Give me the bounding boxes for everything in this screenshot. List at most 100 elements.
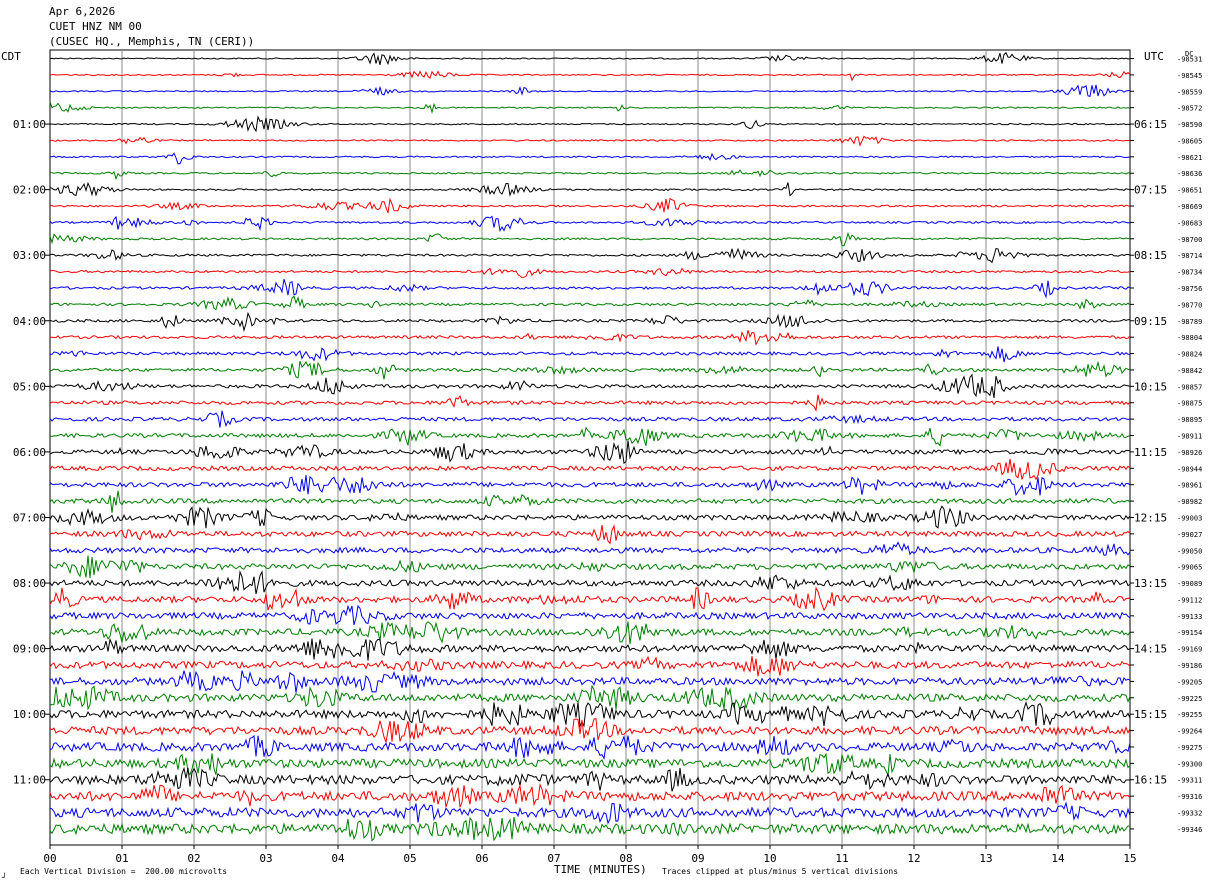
trace-offset-label: -98857: [1177, 383, 1202, 391]
clip-note: Traces clipped at plus/minus 5 vertical …: [662, 867, 899, 876]
left-hour-label: 01:00: [13, 118, 46, 131]
trace-line: [49, 426, 1131, 447]
trace-offset-label: -98982: [1177, 498, 1202, 506]
x-tick-label: 06: [475, 852, 488, 865]
right-hour-label: 07:15: [1134, 184, 1167, 197]
trace-line: [49, 360, 1131, 380]
trace-line: [49, 267, 1131, 279]
trace-offset-label: -98531: [1177, 56, 1202, 64]
trace-line: [49, 816, 1131, 842]
trace-offset-label: -98669: [1177, 203, 1202, 211]
x-tick-label: 15: [1123, 852, 1136, 865]
trace-offset-label: -99133: [1177, 613, 1202, 621]
trace-offset-label: -98636: [1177, 170, 1202, 178]
trace-offset-label: -98770: [1177, 301, 1202, 309]
trace-offset-label: -99205: [1177, 678, 1202, 686]
x-tick-label: 02: [187, 852, 200, 865]
left-hour-label: 08:00: [13, 577, 46, 590]
trace-offset-label: -99332: [1177, 810, 1202, 818]
trace-offset-label: -99275: [1177, 744, 1202, 752]
trace-line: [49, 84, 1131, 98]
trace-line: [49, 475, 1131, 497]
right-hour-label: 15:15: [1134, 708, 1167, 721]
trace-offset-label: -98895: [1177, 416, 1202, 424]
right-hour-label: 10:15: [1134, 380, 1167, 393]
trace-line: [49, 295, 1131, 311]
trace-line: [49, 440, 1131, 465]
plot-frame: [49, 49, 1131, 846]
right-hour-label: 09:15: [1134, 315, 1167, 328]
trace-offset-label: -99050: [1177, 547, 1202, 555]
trace-offset-label: -98683: [1177, 219, 1202, 227]
trace-line: [49, 215, 1131, 233]
trace-offset-label: -98590: [1177, 121, 1202, 129]
left-hour-label: 11:00: [13, 774, 46, 787]
left-hour-label: 03:00: [13, 249, 46, 262]
trace-line: [49, 346, 1131, 363]
trace-line: [49, 101, 1131, 114]
trace-offset-label: -99154: [1177, 629, 1202, 637]
trace-offset-label: -98545: [1177, 72, 1202, 80]
trace-offset-label: -98961: [1177, 482, 1202, 490]
trace-offset-label: -98875: [1177, 400, 1202, 408]
trace-line: [49, 766, 1131, 792]
header-station: CUET HNZ NM 00: [49, 20, 142, 33]
x-tick-label: 00: [43, 852, 56, 865]
x-tick-label: 10: [763, 852, 776, 865]
trace-line: [49, 752, 1131, 778]
x-tick-label: 07: [547, 852, 560, 865]
trace-offset-label: -98621: [1177, 154, 1202, 162]
trace-line: [49, 278, 1131, 299]
x-tick-label: 04: [331, 852, 345, 865]
scale-note: Each Vertical Division = 200.00 microvol…: [20, 867, 228, 876]
axis-labels: 00 01 02 03 04 05 06 07 08 09 10 11 12 13 14 15 01:00 02:…: [13, 50, 1202, 865]
trace-offset-label: -99169: [1177, 646, 1202, 654]
trace-offset-label: -98700: [1177, 236, 1202, 244]
trace-line: [49, 700, 1131, 728]
trace-offset-label: -98842: [1177, 367, 1202, 375]
trace-line: [49, 718, 1131, 745]
trace-line: [49, 586, 1131, 612]
trace-offset-label: -98734: [1177, 269, 1202, 277]
trace-offset-label: -99225: [1177, 695, 1202, 703]
right-hour-label: 11:15: [1134, 446, 1167, 459]
trace-offset-label: -98789: [1177, 318, 1202, 326]
top-offset-label: DC: [1185, 50, 1193, 58]
header-location: (CUSEC HQ., Memphis, TN (CERI)): [49, 35, 255, 48]
trace-offset-label: -99065: [1177, 564, 1202, 572]
trace-line: [49, 197, 1131, 214]
trace-offset-label: -99112: [1177, 596, 1202, 604]
trace-line: [49, 115, 1131, 133]
trace-offset-label: -98911: [1177, 433, 1202, 441]
trace-line: [49, 410, 1131, 428]
trace-line: [49, 231, 1131, 247]
x-tick-label: 13: [979, 852, 992, 865]
left-hour-label: 05:00: [13, 380, 46, 393]
trace-line: [49, 604, 1131, 626]
trace-line: [49, 458, 1131, 481]
trace-offset-label: -98714: [1177, 252, 1202, 260]
minute-gridlines: [121, 50, 1059, 845]
trace-line: [49, 555, 1131, 579]
trace-group: [49, 51, 1131, 842]
x-tick-label: 03: [259, 852, 272, 865]
left-hour-label: 10:00: [13, 708, 46, 721]
trace-line: [49, 373, 1131, 398]
trace-line: [49, 655, 1131, 677]
header-date: Apr 6,2026: [49, 5, 116, 18]
trace-line: [49, 394, 1131, 412]
right-timezone-label: UTC: [1144, 50, 1164, 63]
trace-line: [49, 135, 1131, 147]
x-tick-label: 08: [619, 852, 632, 865]
trace-line: [49, 783, 1131, 808]
trace-line: [49, 570, 1131, 595]
trace-line: [49, 169, 1131, 181]
trace-line: [49, 490, 1131, 513]
left-hour-label: 07:00: [13, 511, 46, 524]
x-axis-title: TIME (MINUTES): [554, 863, 647, 876]
x-tick-label: 12: [907, 852, 920, 865]
trace-offset-label: -99311: [1177, 777, 1202, 785]
trace-offset-label: -98559: [1177, 88, 1202, 96]
right-hour-label: 13:15: [1134, 577, 1167, 590]
